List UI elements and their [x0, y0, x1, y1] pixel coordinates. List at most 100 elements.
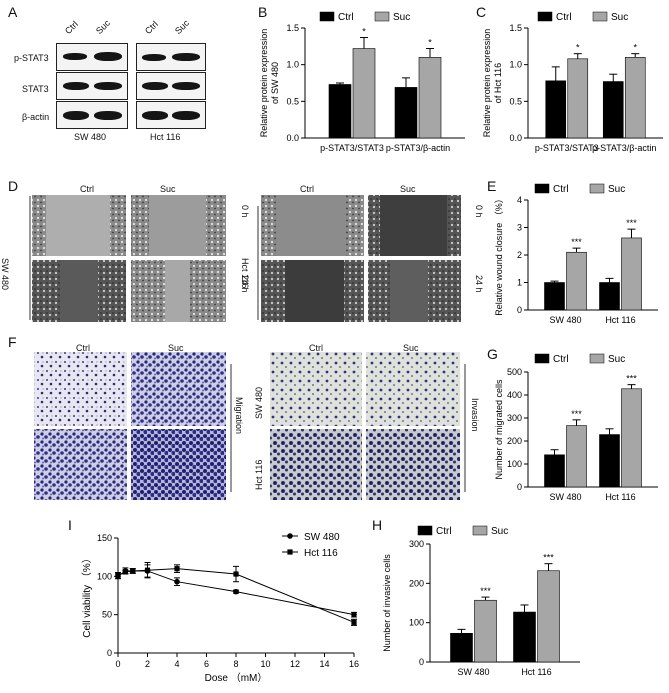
- x-tick-label: SW 480: [549, 492, 581, 502]
- bar-suc: [621, 388, 642, 488]
- panel-label-h: H: [372, 517, 383, 533]
- y-tick-label: 0: [419, 657, 424, 667]
- blot-sw480-actin: [56, 101, 128, 129]
- bar-ctrl: [602, 81, 624, 139]
- y-tick-label: 400: [507, 390, 522, 400]
- wound-col-ctrl-right: Ctrl: [300, 184, 314, 194]
- y-tick-label: 0.5: [286, 96, 299, 106]
- y-tick-label: 200: [409, 578, 424, 588]
- panel-label-f: F: [8, 334, 17, 350]
- y-tick-label: 1.0: [509, 60, 522, 70]
- y-tick-label: 1.0: [286, 60, 299, 70]
- y-axis-label: Cell viability （%）: [81, 553, 93, 637]
- panel-label-i: I: [68, 517, 72, 533]
- blot-cell-line-hct116: Hct 116: [150, 132, 181, 142]
- significance-marker: *: [633, 43, 637, 53]
- y-tick-label: 0: [517, 305, 522, 315]
- legend-label-suc: Suc: [393, 12, 410, 23]
- legend-label-ctrl: Ctrl: [338, 12, 354, 23]
- x-tick-label: 12: [290, 659, 300, 669]
- legend-swatch-suc: [589, 183, 605, 194]
- blot-hct116-pstat3: [136, 43, 206, 71]
- significance-marker: ***: [571, 237, 582, 247]
- point-sw480: [174, 578, 180, 585]
- point-sw480: [233, 588, 239, 595]
- bar-suc: [474, 599, 497, 663]
- significance-marker: *: [428, 38, 432, 48]
- y-tick-label: 0: [517, 482, 522, 492]
- legend-swatch-ctrl: [534, 353, 550, 364]
- chart-h-invasive-cells: 0 100 200 300 Number of invasive cells SW 480…: [382, 525, 580, 677]
- legend-label-1: Hct 116: [304, 548, 338, 559]
- bar-ctrl: [544, 282, 565, 311]
- legend-label-ctrl: Ctrl: [553, 184, 569, 195]
- panel-label-e: E: [487, 178, 497, 194]
- y-tick-label: 500: [507, 367, 522, 377]
- legend-label-ctrl: Ctrl: [553, 354, 569, 365]
- x-tick-label: 8: [233, 659, 238, 669]
- bar-suc: [566, 251, 587, 311]
- legend-swatch-suc: [589, 353, 605, 364]
- bar-ctrl: [394, 87, 418, 139]
- legend-swatch-suc: [472, 525, 488, 536]
- legend-swatch-suc: [374, 11, 390, 22]
- significance-marker: ***: [480, 586, 491, 596]
- y-tick-label: 200: [507, 436, 522, 446]
- blot-row-label-pstat3: p-STAT3: [14, 53, 49, 63]
- x-tick-label: SW 480: [457, 667, 489, 677]
- x-tick-label: SW 480: [549, 315, 581, 325]
- panel-label-d: D: [8, 178, 19, 194]
- wound-image-grid: [29, 195, 461, 322]
- y-axis-label-line2: of Hct 116: [493, 63, 503, 103]
- point-hct116: [130, 568, 136, 574]
- x-tick-label: 6: [204, 659, 209, 669]
- wound-col-suc-left: Suc: [160, 184, 176, 194]
- y-axis-label-line2: of SW 480: [270, 62, 280, 104]
- y-tick-label: 150: [97, 533, 112, 543]
- point-hct116: [351, 619, 357, 625]
- legend-swatch-ctrl: [319, 11, 335, 22]
- y-tick-label: 2: [517, 250, 522, 260]
- y-axis-label-line1: Relative protein expression: [259, 29, 269, 138]
- blot-sw480-stat3: [56, 72, 128, 100]
- legend-swatch-ctrl: [534, 183, 550, 194]
- chart-i-cell-viability: 0 2 4 6 8 10 12 14 16 0 50 100 150 Dose （mM） Cell viab…: [81, 532, 359, 684]
- transwell-row-label-sw480: SW 480: [254, 386, 264, 419]
- bar-ctrl: [450, 632, 473, 663]
- wound-col-ctrl-left: Ctrl: [80, 184, 94, 194]
- y-tick-label: 1.5: [286, 23, 299, 33]
- x-tick-label: p-STAT3/β-actin: [386, 143, 450, 153]
- y-tick-label: 1: [517, 278, 522, 288]
- significance-marker: *: [362, 27, 366, 37]
- legend-swatch-ctrl: [417, 525, 433, 536]
- x-tick-label: p-STAT3/STAT3: [320, 143, 384, 153]
- x-tick-label: 2: [145, 659, 150, 669]
- transwell-col-suc-right: Suc: [403, 343, 419, 353]
- significance-marker: ***: [543, 553, 554, 563]
- legend-marker-sw480: [287, 533, 293, 539]
- legend-label-suc: Suc: [608, 184, 625, 195]
- legend-label-0: SW 480: [304, 532, 340, 543]
- migration-label: Migration: [234, 397, 244, 435]
- x-tick-label: p-STAT3/β-actin: [592, 143, 656, 153]
- y-tick-label: 300: [507, 413, 522, 423]
- bar-ctrl: [545, 80, 567, 139]
- bar-ctrl: [328, 84, 352, 139]
- panel-label-c: C: [476, 4, 487, 20]
- bar-suc: [624, 57, 646, 139]
- x-tick-label: p-STAT3/STAT3: [535, 143, 599, 153]
- significance-marker: ***: [626, 218, 637, 228]
- blot-hct116-stat3: [136, 72, 206, 100]
- wound-col-suc-right: Suc: [400, 184, 416, 194]
- y-tick-label: 0.0: [286, 133, 299, 143]
- bar-suc: [537, 570, 560, 663]
- point-sw480: [351, 611, 357, 618]
- bar-ctrl: [599, 434, 620, 488]
- legend-label-ctrl: Ctrl: [436, 526, 452, 537]
- legend-label-suc: Suc: [611, 12, 628, 23]
- y-tick-label: 3: [517, 223, 522, 233]
- bar-ctrl: [599, 282, 620, 311]
- legend-swatch-ctrl: [537, 11, 553, 22]
- chart-c-hct116-protein: 0.0 0.5 1.0 1.5 Relative protein expression o…: [482, 11, 663, 153]
- x-tick-label: Hct 116: [605, 315, 635, 325]
